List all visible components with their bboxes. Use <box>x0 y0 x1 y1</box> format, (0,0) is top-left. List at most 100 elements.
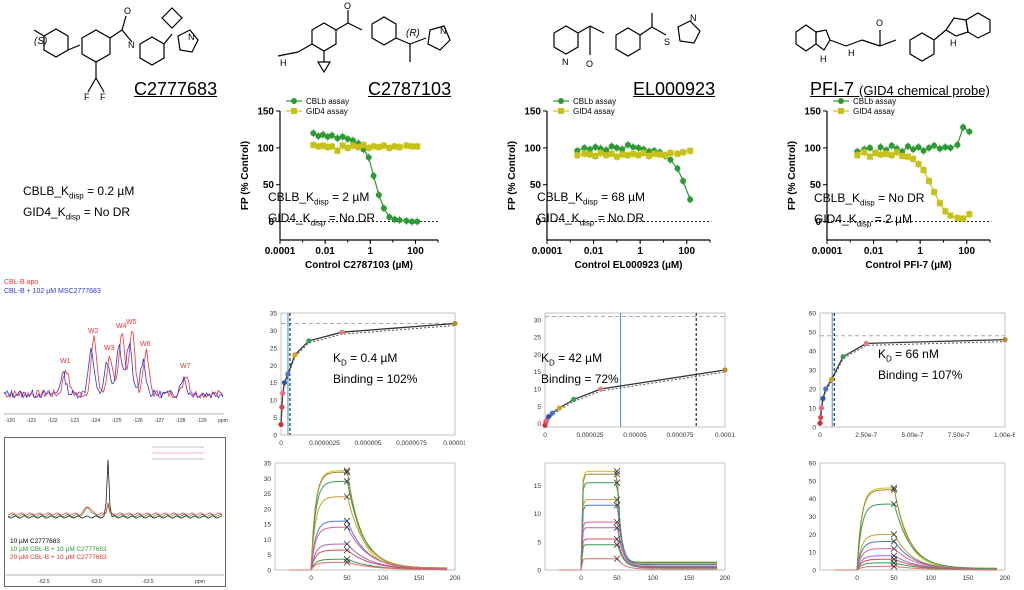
spr-annotation-1: KD = 0.4 µM Binding = 102% <box>333 351 418 387</box>
y-tick-label: 150 <box>524 107 541 118</box>
svg-text:O: O <box>876 18 883 28</box>
data-point <box>414 143 421 150</box>
legend-marker <box>558 108 564 114</box>
y-tick-label: 60 <box>809 311 817 318</box>
data-point <box>278 421 284 428</box>
x-tick-label: 50 <box>613 575 621 582</box>
data-point <box>947 212 954 219</box>
svg-text:O: O <box>586 59 593 69</box>
data-point <box>904 143 911 150</box>
legend-marker <box>838 98 844 104</box>
nmr-spectrum-upper: CBL-B apo CBL-B + 102 µM MSC2777683 W1 W2… <box>3 279 228 424</box>
svg-text:N: N <box>128 40 135 50</box>
data-point <box>888 142 895 149</box>
data-point <box>888 152 895 159</box>
y-tick-label: 5 <box>537 539 541 546</box>
data-point <box>635 144 642 151</box>
legend-marker <box>291 108 297 114</box>
data-point <box>936 145 943 152</box>
legend-marker <box>291 98 297 104</box>
fp-chart-c2787103: 0 50 100 150 0.0001 0.01 1 100 Control C2787103 … <box>240 97 439 270</box>
peak-label: W1 <box>60 358 71 365</box>
sensorgram-trace <box>289 526 448 571</box>
ppm-tick: -122 <box>48 418 58 424</box>
y-tick-label: 0 <box>812 425 816 432</box>
data-point <box>556 405 562 411</box>
compound-name-4-main: PFI-7 <box>810 79 855 99</box>
svg-text:O: O <box>124 6 131 16</box>
y-tick-label: 50 <box>530 180 542 191</box>
data-point <box>396 217 403 224</box>
data-point <box>640 150 647 157</box>
x-tick-label: 0 <box>309 575 313 582</box>
data-point <box>396 144 403 151</box>
marker <box>890 486 898 494</box>
data-point <box>863 340 869 346</box>
legend-label: GID4 assay <box>306 107 348 116</box>
marker <box>343 468 351 476</box>
ppm-tick: -127 <box>154 418 164 424</box>
data-point <box>899 152 906 159</box>
data-point <box>674 165 681 172</box>
y-tick-label: 50 <box>810 180 822 191</box>
svg-text:N: N <box>188 32 195 42</box>
nmr-legend-bound: CBL-B + 102 µM MSC2777683 <box>4 288 101 295</box>
y-tick-label: 0 <box>273 433 277 440</box>
data-point <box>391 143 398 150</box>
data-point <box>931 142 938 149</box>
plot-frame <box>274 462 456 571</box>
data-point <box>613 144 620 151</box>
marker <box>343 559 351 566</box>
svg-text:F: F <box>100 92 106 102</box>
data-point <box>386 214 393 221</box>
y-tick-label: 15 <box>534 369 542 376</box>
lower-spectrum <box>7 502 223 516</box>
y-tick-label: 30 <box>270 328 278 335</box>
svg-text:N: N <box>440 26 447 36</box>
data-point <box>687 147 694 154</box>
data-point <box>315 133 322 140</box>
data-point <box>375 144 382 151</box>
marker <box>343 546 351 554</box>
data-point <box>645 152 652 159</box>
x-tick-label: 0.000005 <box>354 440 381 447</box>
y-tick-label: 35 <box>270 311 278 318</box>
lower-tick: -63.0 <box>90 579 102 585</box>
data-point <box>339 133 346 140</box>
data-point <box>667 150 674 157</box>
data-point <box>613 153 620 160</box>
struct-label: (S) <box>34 36 47 47</box>
fp-annotation-1: CBLB_Kdisp = 0.2 µM GID4_Kdisp = No DR <box>23 184 135 222</box>
data-point <box>574 152 581 159</box>
data-point <box>915 161 922 168</box>
x-axis-label: Control EL000923 (µM) <box>574 260 682 270</box>
legend-label: CBLb assay <box>573 97 616 106</box>
data-point <box>818 405 825 411</box>
y-tick-label: 5 <box>537 404 541 411</box>
data-point <box>630 150 637 157</box>
sensorgram-trace <box>559 482 718 571</box>
svg-text:F: F <box>84 92 90 102</box>
data-point <box>380 205 387 212</box>
lower-spectrum <box>7 459 223 519</box>
data-point <box>680 149 687 156</box>
y-tick-label: 25 <box>264 491 272 498</box>
data-point <box>375 192 382 199</box>
x-tick-label: 0.0000075 <box>396 440 427 447</box>
data-point <box>630 144 637 151</box>
data-point <box>931 189 938 196</box>
data-point <box>280 390 286 396</box>
x-tick-label: 0.01 <box>315 246 335 257</box>
ppm-tick: -123 <box>69 418 79 424</box>
data-point <box>828 376 835 383</box>
x-tick-label: 100 <box>958 246 975 257</box>
compound-name-2: C2787103 <box>368 79 452 99</box>
marker <box>890 538 898 545</box>
y-tick-label: 40 <box>809 349 817 356</box>
sensorgram-trace <box>559 473 718 571</box>
y-tick-label: 15 <box>270 380 278 387</box>
y-tick-label: 25 <box>534 335 542 342</box>
data-point <box>872 150 879 157</box>
y-tick-label: 0 <box>815 217 821 228</box>
marker <box>613 555 621 563</box>
